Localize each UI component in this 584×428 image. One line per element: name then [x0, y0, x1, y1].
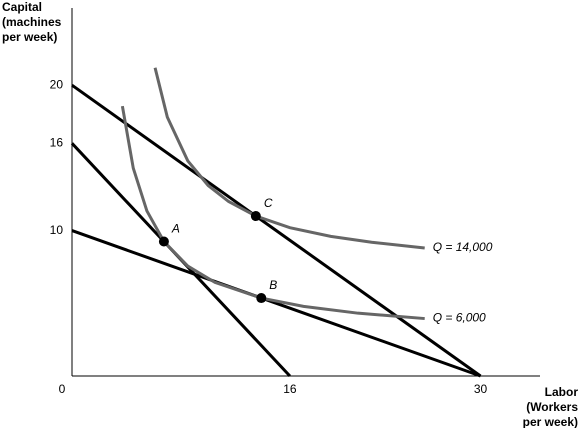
- point-label: C: [264, 196, 273, 210]
- y-tick-label: 16: [50, 136, 64, 150]
- x-axis-label: (Workers: [526, 400, 578, 414]
- point-label: B: [269, 278, 277, 292]
- y-tick-label: 20: [50, 77, 64, 91]
- point: [256, 293, 267, 304]
- x-tick-label: 16: [283, 382, 297, 396]
- isoquant: [120, 105, 425, 321]
- point-label: A: [171, 222, 180, 236]
- x-axis-label: per week): [523, 415, 578, 428]
- isoquant: [153, 67, 425, 250]
- isocost-line: [71, 83, 482, 378]
- isocost-line: [71, 229, 482, 378]
- point: [158, 236, 169, 247]
- legend-label: Q = 6,000: [433, 311, 486, 325]
- y-axis-label: (machines: [2, 15, 62, 29]
- y-tick-label: 10: [50, 223, 64, 237]
- point: [250, 211, 261, 222]
- x-tick-label: 30: [474, 382, 488, 396]
- y-axis-label: Capital: [2, 0, 42, 14]
- x-axis-label: Labor: [545, 385, 579, 399]
- y-axis-label: per week): [2, 30, 57, 44]
- legend-label: Q = 14,000: [433, 240, 493, 254]
- x-tick-label: 0: [59, 382, 66, 396]
